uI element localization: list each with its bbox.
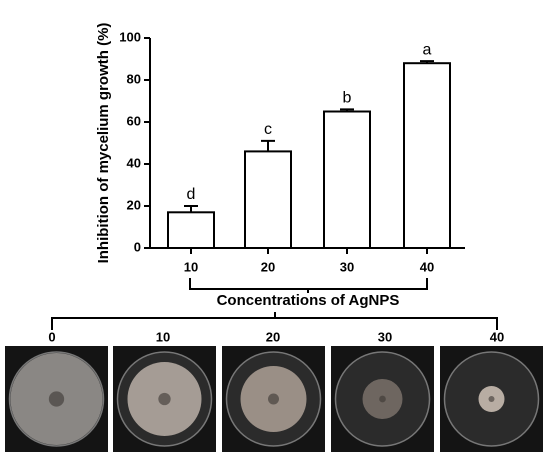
y-tick-label: 40	[127, 155, 141, 170]
x-axis-title: Concentrations of AgNPS	[217, 292, 400, 309]
bar	[323, 110, 371, 249]
colony-center	[379, 395, 386, 403]
y-tick-label: 20	[127, 197, 141, 212]
colony-center	[488, 396, 495, 402]
error-bar	[261, 139, 275, 152]
photo-label: 10	[156, 329, 170, 344]
x-tick-label: 40	[420, 259, 434, 274]
error-bar	[340, 108, 354, 112]
x-bracket	[189, 278, 428, 293]
colony-center	[158, 392, 171, 406]
photo-label: 30	[378, 329, 392, 344]
y-tick-label: 0	[134, 239, 141, 254]
y-tick-label: 60	[127, 113, 141, 128]
error-bar	[184, 205, 198, 213]
significance-label: c	[264, 121, 272, 138]
x-tick-label: 10	[184, 259, 198, 274]
photo-label: 0	[48, 329, 55, 344]
y-tick-label: 100	[119, 29, 141, 44]
x-tick-label: 30	[340, 259, 354, 274]
y-axis-title: Inhibition of mycelium growth (%)	[95, 23, 112, 264]
significance-label: a	[423, 41, 432, 58]
x-tick-label: 20	[261, 259, 275, 274]
bar	[403, 62, 451, 250]
photo-label: 20	[266, 329, 280, 344]
bar	[244, 150, 292, 249]
significance-label: b	[343, 90, 352, 107]
significance-label: d	[187, 186, 196, 203]
error-bar	[420, 60, 434, 64]
y-tick-label: 80	[127, 71, 141, 86]
colony-center	[268, 393, 279, 405]
colony-center	[48, 391, 65, 407]
bar	[167, 211, 215, 250]
photo-bracket	[51, 312, 498, 330]
photo-label: 40	[490, 329, 504, 344]
